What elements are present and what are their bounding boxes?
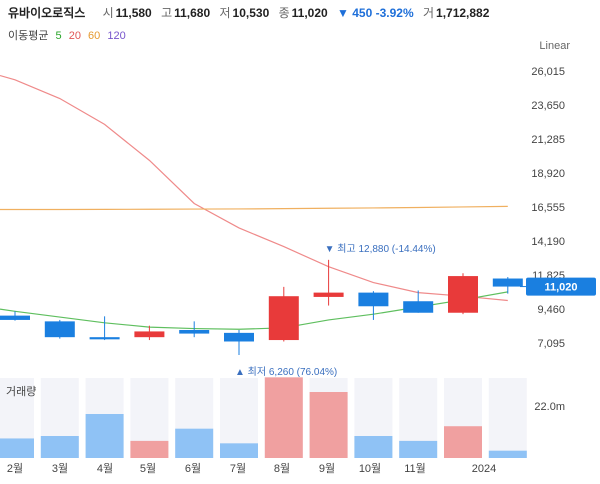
volume-bar <box>264 377 303 458</box>
candle-down <box>179 329 210 334</box>
volume-bar <box>0 438 34 458</box>
volume-bar <box>40 436 79 458</box>
y-tick-label: 16,555 <box>531 202 565 214</box>
low-value: 10,530 <box>232 6 270 20</box>
close-value: 11,020 <box>291 6 328 20</box>
candle-down <box>492 278 523 287</box>
low-annotation: ▲ 최저 6,260 (76.04%) <box>235 366 337 378</box>
ma-period-20: 20 <box>68 30 81 42</box>
x-tick-label: 4월 <box>97 462 113 475</box>
ma60-line <box>0 205 508 211</box>
open-label: 시 <box>102 6 114 20</box>
y-tick-label: 26,015 <box>531 66 565 78</box>
volume-bar <box>309 392 348 458</box>
candle-up <box>313 292 344 297</box>
candle-up <box>134 331 165 338</box>
scale-toggle[interactable]: Linear <box>539 40 570 52</box>
ma-legend-label: 이동평균 <box>8 30 49 42</box>
candle-up <box>268 296 299 341</box>
y-tick-label: 21,285 <box>531 134 565 146</box>
x-tick-label: 2월 <box>7 462 23 475</box>
ma-period-120: 120 <box>107 30 126 42</box>
volume-bar <box>85 414 124 458</box>
y-tick-label: 14,190 <box>531 236 565 248</box>
high-annotation: ▼ 최고 12,880 (-14.44%) <box>325 243 436 255</box>
ma-period-60: 60 <box>88 30 101 42</box>
current-price-label: 11,020 <box>544 282 577 294</box>
current-price-tag <box>526 277 596 296</box>
volume-bar <box>444 426 482 458</box>
candle-down <box>358 292 389 307</box>
volume-bar <box>175 428 214 458</box>
x-tick-label: 5월 <box>140 462 156 475</box>
volume-bar <box>130 440 169 458</box>
change-value: ▼ 450 -3.92% <box>337 6 414 20</box>
volume-bar <box>354 436 393 458</box>
volume-slot <box>488 378 527 458</box>
x-tick-label: 6월 <box>185 462 201 475</box>
x-tick-label: 9월 <box>319 462 335 475</box>
y-tick-label: 18,920 <box>531 168 565 180</box>
candle-down <box>89 337 120 340</box>
volume-bar <box>220 443 258 458</box>
stock-name: 유바이오로직스 <box>8 6 86 20</box>
volume-label: 거래량 <box>6 385 36 398</box>
open-value: 11,580 <box>115 6 152 20</box>
candle-down <box>44 321 75 338</box>
ma-legend[interactable]: 이동평균 5 20 60 120 <box>8 27 130 43</box>
close-label: 종 <box>278 6 290 20</box>
volume-bar <box>399 440 438 458</box>
y-tick-label: 7,095 <box>537 338 565 350</box>
price-header: 유바이오로직스 시 11,580 고 11,680 저 10,530 종 11,020 … <box>8 4 489 21</box>
candle-up <box>448 276 478 313</box>
volume-header-label: 거 <box>422 6 435 20</box>
volume-header-value: 1,712,882 <box>436 6 490 20</box>
high-label: 고 <box>161 6 173 20</box>
high-value: 11,680 <box>174 6 211 20</box>
x-tick-label: 11월 <box>404 462 426 475</box>
volume-tick-label: 22.0m <box>534 401 565 413</box>
candle-down <box>224 332 254 342</box>
candle-down <box>403 301 434 313</box>
volume-bar <box>488 450 527 458</box>
low-label: 저 <box>219 6 231 20</box>
y-tick-label: 23,650 <box>531 100 565 112</box>
x-tick-label: 3월 <box>52 462 68 475</box>
x-tick-label: 8월 <box>274 462 290 475</box>
ma20-line <box>0 74 508 302</box>
candle-down <box>0 315 30 320</box>
x-tick-label: 10월 <box>359 462 381 475</box>
y-tick-label: 9,460 <box>537 304 565 316</box>
x-tick-label: 2024 <box>472 463 496 475</box>
x-tick-label: 7월 <box>230 462 246 475</box>
ma-period-5: 5 <box>55 30 62 42</box>
